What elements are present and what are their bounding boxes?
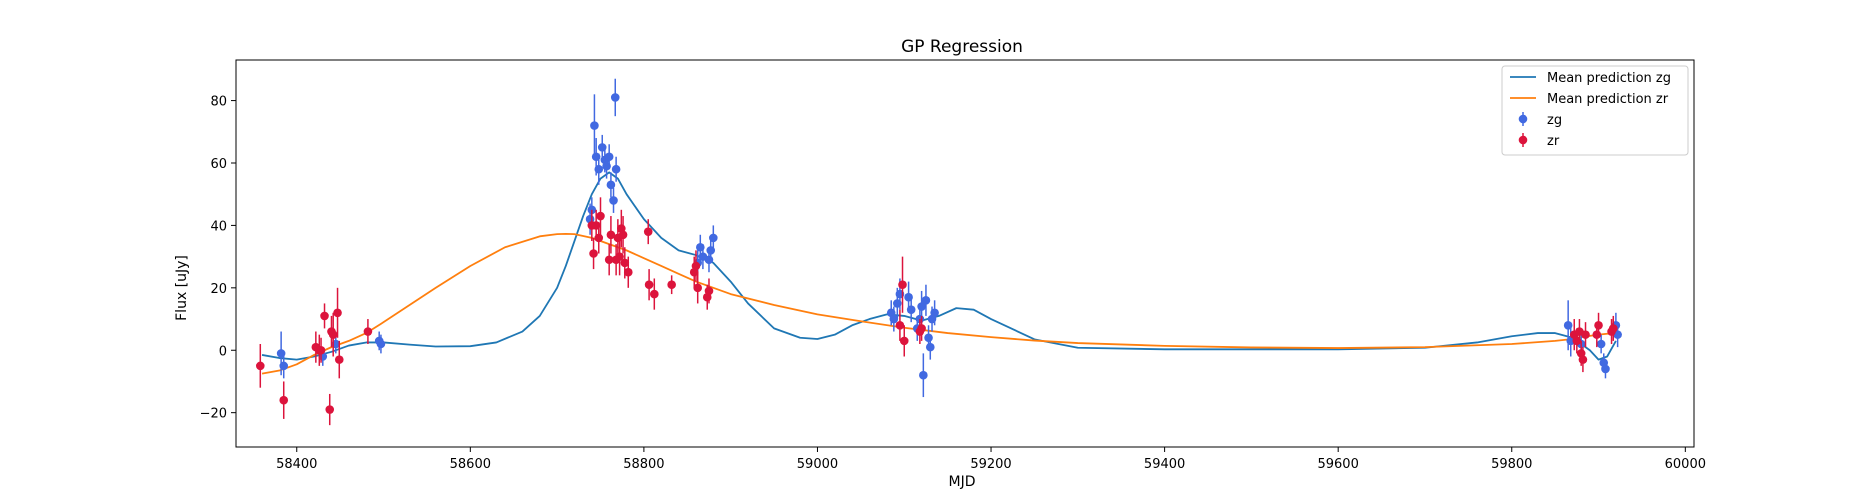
data-point-zr: [618, 230, 628, 240]
data-point-zr: [1578, 355, 1588, 364]
data-point-zr: [623, 267, 633, 277]
observation-points: [255, 78, 1622, 426]
x-tick-label: 58800: [623, 457, 664, 472]
legend-marker-swatch: [1518, 114, 1528, 124]
y-tick-label: 60: [210, 157, 227, 172]
legend-label: Mean prediction zr: [1547, 92, 1669, 107]
data-point-zr: [917, 324, 926, 333]
data-point-zg: [906, 305, 916, 314]
y-tick-label: 80: [210, 95, 227, 110]
data-point-zr: [363, 327, 373, 336]
data-point-zg: [376, 339, 386, 349]
plot-area: [255, 78, 1622, 426]
legend: Mean prediction zg Mean prediction zr zg zr: [1501, 65, 1689, 156]
data-point-zr: [589, 249, 598, 258]
series-zr: [255, 197, 1618, 426]
data-point-zr: [325, 405, 335, 414]
x-tick-label: 58400: [276, 457, 317, 472]
data-point-zg: [889, 314, 899, 324]
data-point-zg: [610, 93, 620, 102]
chart-title: GP Regression: [901, 37, 1023, 57]
mean-prediction-zr-line: [261, 232, 1616, 375]
data-point-zr: [693, 283, 702, 293]
y-tick-label: 0: [219, 344, 227, 359]
data-point-zg: [590, 121, 599, 130]
data-point-zr: [604, 255, 614, 265]
data-point-zr: [255, 361, 265, 371]
data-point-zr: [1594, 320, 1603, 330]
data-point-zg: [609, 196, 618, 205]
data-point-zg: [279, 361, 289, 371]
data-point-zg: [1566, 336, 1576, 346]
data-point-zg: [709, 233, 718, 243]
data-point-zr: [594, 233, 604, 243]
y-axis-label: Flux [uJy]: [174, 255, 190, 321]
y-tick-label: −20: [200, 407, 227, 422]
data-point-zg: [1601, 364, 1610, 374]
data-point-zg: [606, 180, 616, 190]
data-point-zr: [1608, 324, 1618, 333]
x-tick-label: 60000: [1665, 457, 1706, 472]
data-point-zr: [667, 280, 676, 290]
data-point-zr: [898, 280, 907, 290]
data-point-zr: [606, 230, 616, 240]
data-point-zg: [924, 333, 933, 343]
y-tick-label: 40: [210, 219, 227, 234]
data-point-zr: [1592, 330, 1602, 339]
legend-label: zg: [1547, 113, 1562, 128]
data-point-zr: [333, 308, 342, 318]
legend-box: [1501, 65, 1689, 156]
data-point-zr: [644, 280, 654, 290]
plot-frame: [235, 59, 1695, 448]
legend-label: zr: [1547, 134, 1560, 149]
data-point-zr: [279, 395, 289, 405]
x-axis-label: MJD: [949, 474, 976, 490]
data-point-zr: [895, 320, 905, 330]
data-point-zr: [615, 252, 624, 261]
data-point-zg: [704, 255, 714, 265]
mean-prediction-lines: [261, 171, 1617, 375]
data-point-zg: [925, 342, 935, 352]
data-point-zr: [691, 261, 701, 271]
data-point-zg: [919, 370, 928, 380]
x-tick-label: 58600: [450, 457, 491, 472]
data-point-zg: [917, 302, 926, 311]
data-point-zr: [320, 311, 329, 321]
data-point-zr: [316, 345, 326, 355]
x-tick-label: 59600: [1317, 457, 1358, 472]
data-point-zg: [921, 296, 931, 305]
data-point-zg: [1596, 339, 1606, 349]
data-point-zr: [1581, 330, 1590, 339]
series-zg: [276, 78, 1622, 398]
data-point-zr: [334, 355, 344, 364]
data-point-zr: [620, 258, 630, 268]
data-point-zg: [604, 152, 614, 162]
x-tick-label: 59000: [797, 457, 838, 472]
data-point-zg: [930, 308, 939, 318]
data-point-zr: [899, 336, 909, 346]
data-point-zg: [594, 164, 604, 174]
x-axis: 58400 58600 58800 59000 59200 59400 59600 59800…: [276, 447, 1706, 472]
legend-label: Mean prediction zg: [1547, 71, 1671, 86]
data-point-zr: [596, 211, 605, 221]
data-point-zg: [611, 164, 621, 174]
y-tick-label: 20: [210, 282, 227, 297]
data-point-zr: [650, 289, 659, 299]
x-tick-label: 59200: [970, 457, 1011, 472]
data-point-zr: [328, 330, 338, 339]
data-point-zr: [643, 227, 653, 236]
y-axis: −20 0 20 40 60 80: [200, 95, 236, 422]
data-point-zr: [704, 286, 714, 296]
legend-marker-swatch: [1518, 135, 1528, 145]
x-tick-label: 59400: [1144, 457, 1185, 472]
x-tick-label: 59800: [1491, 457, 1532, 472]
